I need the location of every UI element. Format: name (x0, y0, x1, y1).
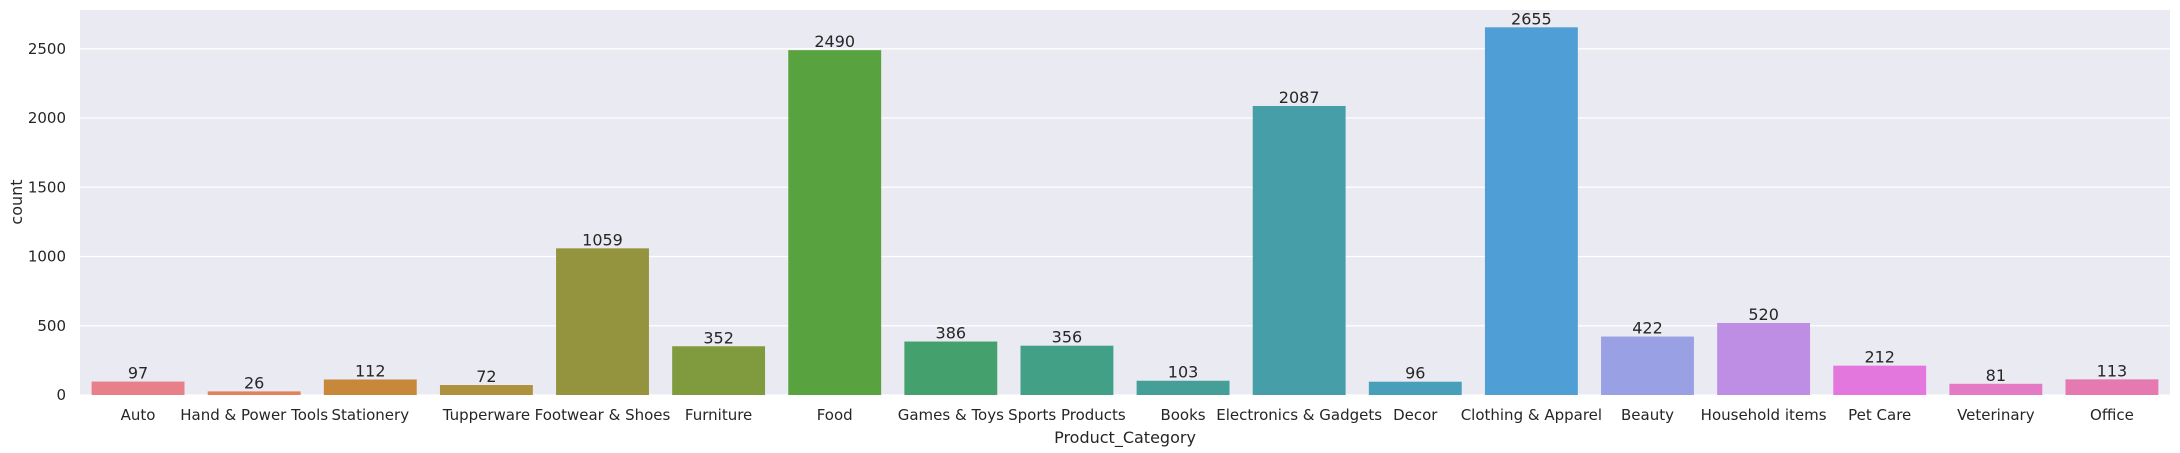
x-tick-label: Clothing & Apparel (1461, 406, 1602, 424)
x-tick-label: Tupperware (442, 406, 530, 424)
bar (1368, 381, 1462, 395)
bar (904, 341, 998, 395)
bar-value-label: 97 (128, 364, 148, 383)
bar-value-label: 356 (1052, 328, 1083, 347)
y-tick-label: 1000 (28, 248, 66, 266)
bar (1717, 322, 1811, 395)
bar-value-label: 112 (355, 361, 386, 380)
bar-value-label: 96 (1405, 364, 1425, 383)
bar-value-label: 113 (2097, 361, 2128, 380)
x-tick-label: Furniture (685, 406, 752, 424)
x-tick-label: Electronics & Gadgets (1216, 406, 1382, 424)
bar-value-label: 2490 (814, 32, 855, 51)
x-tick-label: Auto (121, 406, 156, 424)
plot-background (80, 10, 2170, 395)
bar (439, 385, 533, 395)
bar-value-label: 72 (476, 367, 496, 386)
x-tick-label: Beauty (1621, 406, 1674, 424)
x-tick-label: Decor (1393, 406, 1438, 424)
bar (1136, 380, 1230, 395)
bar (91, 381, 185, 395)
y-tick-label: 2500 (28, 40, 66, 58)
y-tick-label: 500 (37, 317, 66, 335)
x-tick-label: Office (2090, 406, 2134, 424)
bar (1020, 345, 1114, 395)
bar-value-label: 103 (1168, 363, 1199, 382)
bar (1601, 336, 1694, 395)
bar-value-label: 212 (1864, 348, 1895, 367)
x-tick-label: Stationery (331, 406, 409, 424)
bar-value-label: 2087 (1279, 88, 1320, 107)
bar (1484, 27, 1578, 395)
bar (556, 248, 649, 395)
bars (91, 27, 2159, 396)
bar-value-label: 422 (1632, 319, 1663, 338)
bar (1949, 383, 2043, 395)
x-tick-label: Veterinary (1957, 406, 2035, 424)
x-tick-label: Footwear & Shoes (535, 406, 671, 424)
gridlines (80, 48, 2170, 396)
y-tick-label: 1500 (28, 178, 66, 196)
bar (207, 391, 301, 395)
bar-value-label: 352 (703, 328, 734, 347)
bar-labels: 97 26 112 72 1059 352 2490 386 356 103 2087 96 2655 4… (128, 9, 2127, 392)
bar (1833, 365, 1927, 395)
y-tick-labels: 0 500 1000 1500 2000 2500 (28, 40, 66, 404)
bar (788, 50, 882, 396)
x-tick-label: Sports Products (1008, 406, 1126, 424)
bar-value-label: 386 (936, 324, 967, 343)
bar-value-label: 1059 (582, 230, 623, 249)
bar (2065, 379, 2159, 395)
x-tick-label: Pet Care (1848, 406, 1911, 424)
y-tick-label: 0 (56, 386, 66, 404)
bar (323, 379, 417, 395)
x-tick-label: Books (1160, 406, 1205, 424)
x-tick-label: Hand & Power Tools (180, 406, 328, 424)
x-tick-label: Food (817, 406, 853, 424)
x-tick-label: Games & Toys (898, 406, 1004, 424)
bar (1252, 105, 1346, 395)
x-tick-labels: Auto Hand & Power Tools Stationery Tupperwa… (121, 406, 2134, 424)
y-tick-label: 2000 (28, 109, 66, 127)
bar-value-label: 520 (1748, 305, 1779, 324)
bar-value-label: 2655 (1511, 9, 1552, 28)
x-tick-label: Household items (1701, 406, 1827, 424)
bar (672, 346, 766, 395)
bar-value-label: 81 (1986, 366, 2006, 385)
bar-value-label: 26 (244, 373, 264, 392)
y-axis-title: count (7, 179, 26, 224)
x-axis-title: Product_Category (1054, 428, 1196, 448)
